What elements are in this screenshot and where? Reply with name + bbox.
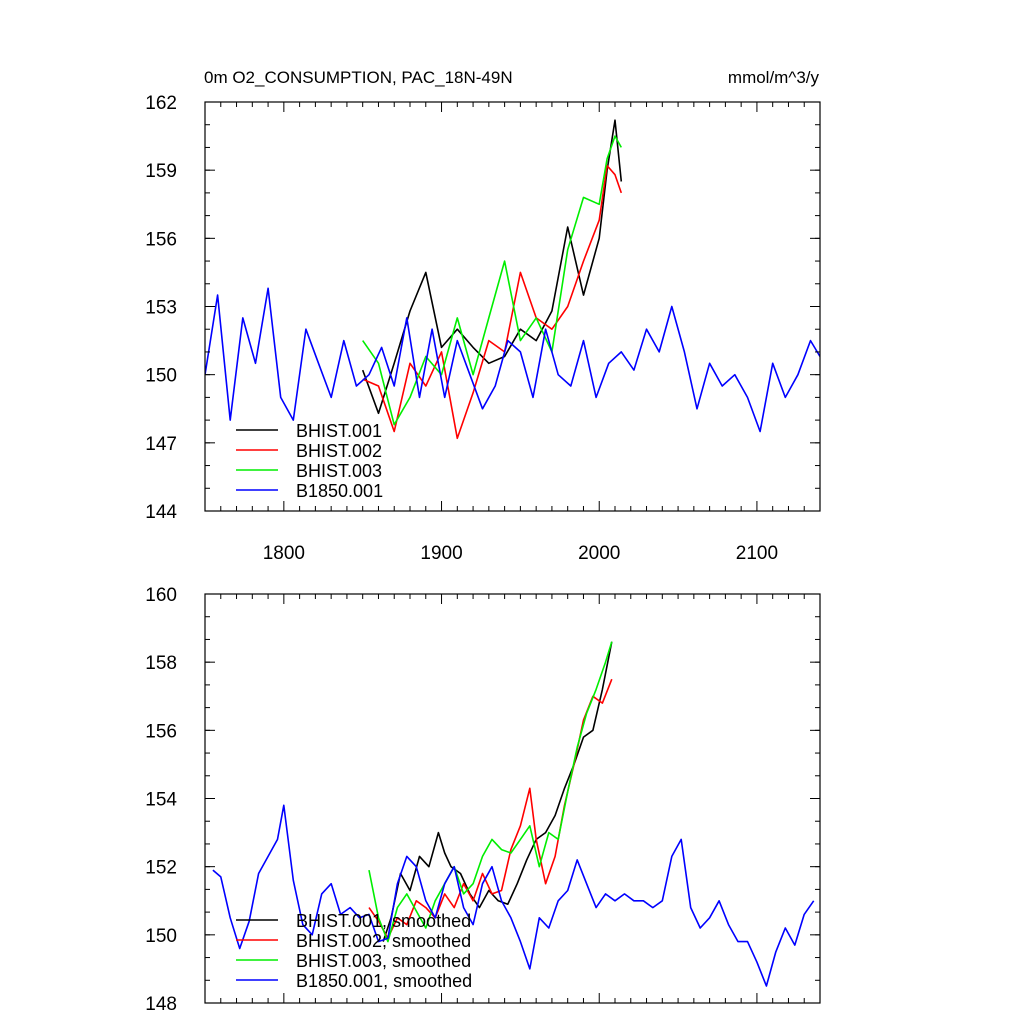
bottom-ytick-label: 148 <box>145 994 177 1015</box>
top-xtick-label: 2100 <box>736 543 778 564</box>
bottom-series-line-2 <box>368 641 613 943</box>
top-ytick-label: 159 <box>145 161 177 182</box>
bottom-ytick-label: 156 <box>145 721 177 742</box>
top-ytick-label: 162 <box>145 93 177 114</box>
top-ytick-label: 153 <box>145 298 177 319</box>
top-legend-label-2: BHIST.003 <box>296 461 382 481</box>
bottom-legend-label-3: B1850.001, smoothed <box>296 971 472 991</box>
top-panel-units: mmol/m^3/y <box>728 68 820 87</box>
top-xtick-label: 1800 <box>263 543 305 564</box>
bottom-panel-axes: 148 150 152 154 156 158 160 <box>145 585 821 1015</box>
bottom-ytick-label: 150 <box>145 926 177 947</box>
bottom-legend-label-1: BHIST.002, smoothed <box>296 931 471 951</box>
top-panel-series-group <box>205 119 820 440</box>
bottom-series-line-1 <box>368 678 613 940</box>
top-ytick-label: 144 <box>145 502 177 523</box>
bottom-ytick-label: 154 <box>145 790 177 811</box>
top-panel-title: 0m O2_CONSUMPTION, PAC_18N-49N <box>204 68 513 87</box>
top-legend-label-0: BHIST.001 <box>296 421 382 441</box>
top-series-line-0 <box>361 119 623 415</box>
top-legend-label-3: B1850.001 <box>296 481 383 501</box>
bottom-ytick-label: 158 <box>145 653 177 674</box>
top-xtick-label: 1900 <box>420 543 462 564</box>
top-series-line-3 <box>205 287 820 433</box>
top-ytick-label: 150 <box>145 366 177 387</box>
bottom-panel-series-group <box>212 641 815 987</box>
bottom-ytick-label: 152 <box>145 858 177 879</box>
top-ytick-label: 156 <box>145 229 177 250</box>
top-panel: 0m O2_CONSUMPTION, PAC_18N-49N mmol/m^3/… <box>145 68 821 564</box>
bottom-series-line-0 <box>382 641 613 942</box>
top-legend-label-1: BHIST.002 <box>296 441 382 461</box>
top-ytick-label: 147 <box>145 434 177 455</box>
top-xtick-label: 2000 <box>578 543 620 564</box>
bottom-legend-label-0: BHIST.001, smoothed <box>296 911 471 931</box>
top-series-line-1 <box>362 164 623 440</box>
top-series-line-2 <box>362 135 622 426</box>
bottom-panel: 148 150 152 154 156 158 160 BHIST.001, smoothe… <box>145 585 821 1015</box>
bottom-ytick-label: 160 <box>145 585 177 606</box>
top-panel-axes: 144 147 150 153 156 159 162 1800 1900 2000 2100 <box>145 93 821 564</box>
bottom-legend-label-2: BHIST.003, smoothed <box>296 951 471 971</box>
bottom-series-line-3 <box>212 804 815 987</box>
